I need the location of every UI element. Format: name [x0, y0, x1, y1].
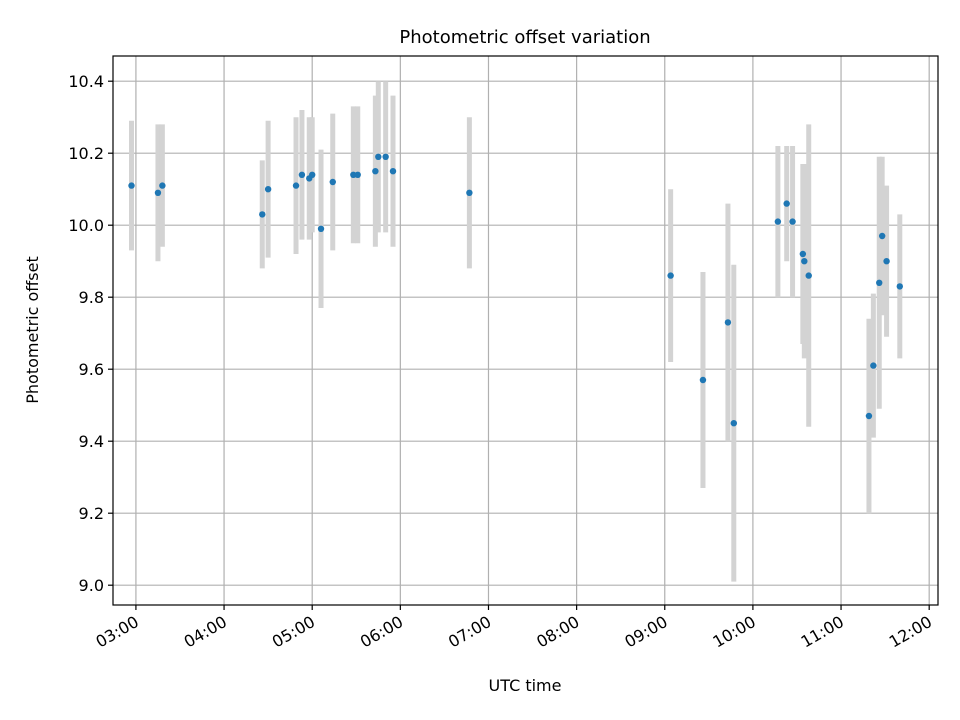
data-point-18 — [667, 272, 674, 279]
data-point-10 — [329, 178, 336, 186]
data-point-33 — [896, 283, 904, 290]
data-point-28 — [865, 412, 873, 420]
y-tick-label-1: 9.2 — [79, 504, 104, 523]
data-point-11 — [350, 171, 357, 178]
y-tick-label-7: 10.4 — [68, 72, 104, 91]
data-point-14 — [375, 153, 382, 160]
data-point-8 — [308, 171, 316, 178]
data-point-12 — [354, 171, 361, 178]
y-axis-label: Photometric offset — [23, 256, 42, 404]
data-point-4 — [264, 186, 272, 193]
data-point-5 — [292, 182, 300, 189]
data-point-2 — [159, 182, 166, 189]
y-axis-ticks: 9.0 9.2 9.4 9.6 9.8 10.0 10.2 10.4 — [68, 72, 113, 595]
data-points — [128, 153, 904, 427]
data-point-21 — [730, 420, 738, 427]
data-point-31 — [878, 232, 886, 240]
data-point-25 — [799, 250, 807, 258]
data-point-17 — [466, 189, 473, 196]
data-point-27 — [805, 272, 812, 279]
data-point-1 — [154, 189, 162, 196]
x-axis-label: UTC time — [489, 676, 562, 695]
data-point-30 — [876, 279, 883, 286]
data-point-16 — [389, 168, 397, 175]
data-point-15 — [382, 153, 389, 160]
data-point-13 — [372, 168, 379, 175]
grid — [113, 56, 938, 605]
data-point-23 — [783, 200, 790, 207]
data-point-22 — [774, 218, 782, 225]
data-point-26 — [801, 258, 808, 265]
y-tick-label-4: 9.8 — [79, 288, 104, 307]
data-point-24 — [789, 218, 796, 225]
data-point-32 — [883, 258, 890, 265]
y-tick-label-5: 10.0 — [68, 216, 104, 235]
y-tick-label-2: 9.4 — [79, 432, 104, 451]
data-point-29 — [870, 362, 877, 369]
data-point-20 — [724, 319, 732, 326]
data-point-19 — [699, 376, 707, 384]
data-point-9 — [317, 225, 325, 232]
y-tick-label-6: 10.2 — [68, 144, 104, 163]
y-tick-label-0: 9.0 — [79, 576, 104, 595]
data-point-0 — [128, 182, 135, 189]
data-point-6 — [298, 171, 306, 178]
data-point-3 — [259, 211, 266, 218]
plot-frame — [112, 55, 939, 606]
chart-title: Photometric offset variation — [399, 27, 650, 48]
y-tick-label-3: 9.6 — [79, 360, 104, 379]
